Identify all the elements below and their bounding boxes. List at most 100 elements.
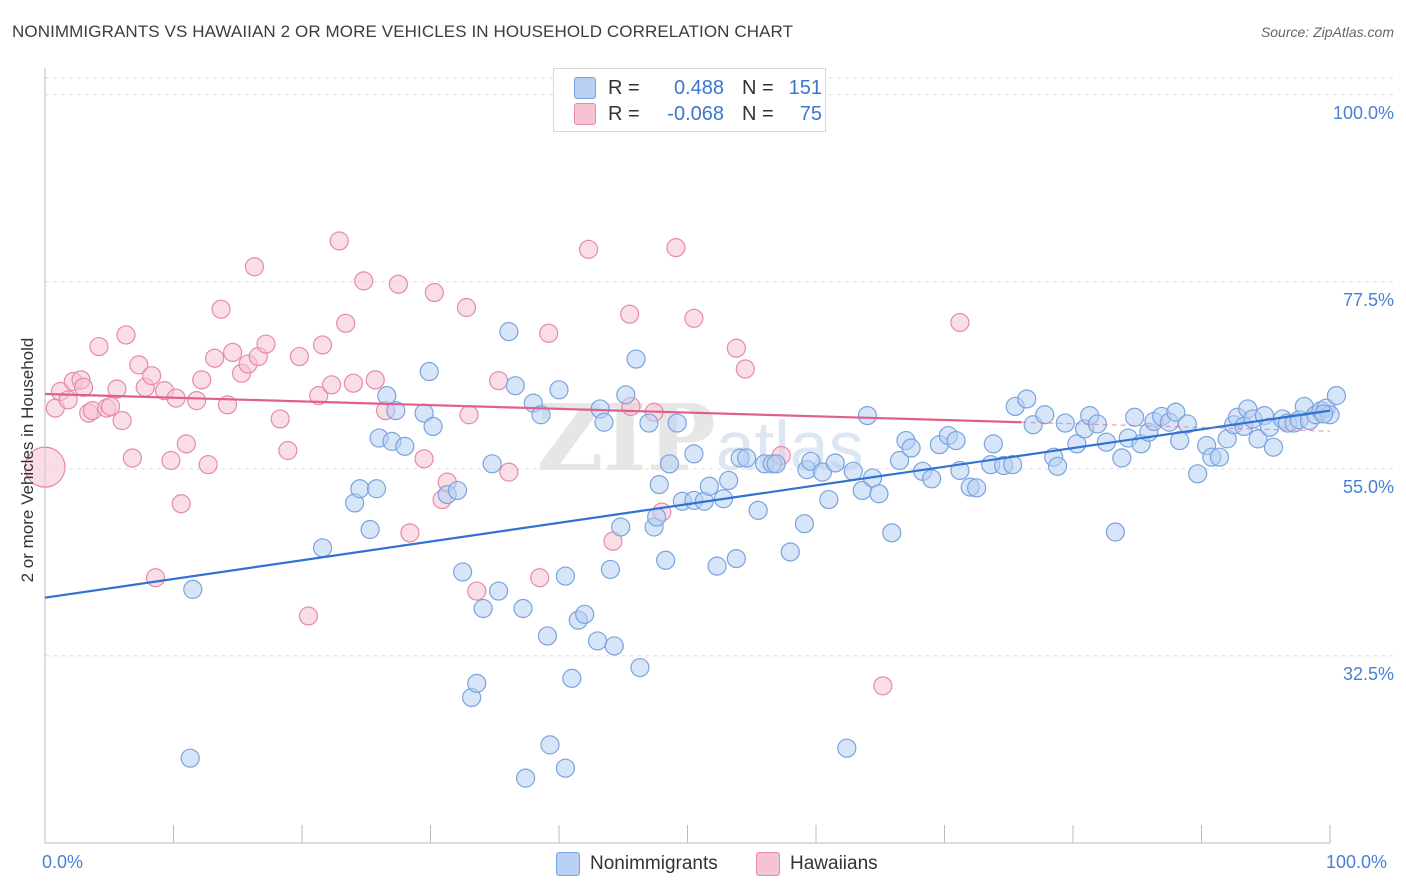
hawaiians-trend-extension xyxy=(1021,421,1331,432)
nonimmigrants-point xyxy=(360,519,380,540)
nonimmigrants-point xyxy=(967,478,987,498)
y-axis-title: 2 or more Vehicles in Household xyxy=(18,337,37,583)
nonimmigrants-point xyxy=(630,657,650,678)
nonimmigrants-point xyxy=(659,454,680,474)
legend-item-hawaiians[interactable]: Hawaiians xyxy=(756,852,878,876)
nonimmigrants-point xyxy=(467,673,487,693)
nonimmigrants-point xyxy=(639,413,659,433)
chart-title: NONIMMIGRANTS VS HAWAIIAN 2 OR MORE VEHI… xyxy=(12,22,794,41)
nonimmigrants-point xyxy=(819,489,839,510)
hawaiians-point xyxy=(726,338,746,358)
nonimmigrants-point xyxy=(1105,522,1126,542)
trend-lines xyxy=(44,392,1331,599)
hawaiians-point xyxy=(343,373,363,393)
nonimmigrants-point xyxy=(843,461,863,481)
nonimmigrants-point xyxy=(1209,447,1230,467)
blue-swatch xyxy=(556,852,580,876)
hawaiians-point xyxy=(321,375,342,395)
hawaiians-point xyxy=(100,396,121,417)
hawaiians-point xyxy=(145,568,166,588)
source-label: Source: ZipAtlas.com xyxy=(1260,24,1394,40)
nonimmigrants-point xyxy=(748,500,768,520)
n-label: N = xyxy=(742,76,774,99)
hawaiians-point xyxy=(873,676,893,696)
hawaiians-point xyxy=(456,297,477,318)
nonimmigrants-point xyxy=(707,556,727,576)
nonimmigrants-point xyxy=(1326,386,1347,406)
n-value: 151 xyxy=(788,76,822,99)
nonimmigrants-point xyxy=(499,322,519,342)
nonimmigrants-point xyxy=(667,413,687,433)
watermark-atlas: atlas xyxy=(716,407,864,485)
pink-swatch xyxy=(574,103,596,125)
hawaiians-point xyxy=(620,304,640,324)
nonimmigrants-point xyxy=(611,517,631,537)
axes xyxy=(44,68,1331,844)
nonimmigrants-point xyxy=(1125,407,1145,427)
hawaiians-point xyxy=(530,568,550,588)
nonimmigrants-point xyxy=(837,738,857,758)
nonimmigrants-point xyxy=(719,470,739,491)
nonimmigrants-point xyxy=(575,604,595,624)
x-tick-label-max: 100.0% xyxy=(1326,852,1388,872)
nonimmigrants-point xyxy=(1166,402,1186,422)
hawaiians-point xyxy=(211,299,231,319)
hawaiians-point xyxy=(329,231,349,251)
hawaiians-point xyxy=(270,409,290,429)
nonimmigrants-point xyxy=(505,376,525,396)
hawaiians-point xyxy=(73,377,94,397)
nonimmigrants-point xyxy=(453,562,473,582)
hawaiians-point xyxy=(312,335,333,355)
nonimmigrants-point xyxy=(549,380,569,400)
hawaiians-point xyxy=(666,238,686,258)
nonimmigrants-point xyxy=(604,636,624,656)
nonimmigrants-point xyxy=(737,448,757,468)
hawaiians-point xyxy=(256,334,276,354)
hawaiians-point xyxy=(187,391,207,411)
r-value: -0.068 xyxy=(667,102,724,125)
hawaiians-point xyxy=(578,239,599,259)
r-label: R = xyxy=(608,102,640,125)
hawaiians-point xyxy=(129,355,149,375)
hawaiians-point xyxy=(400,523,420,543)
blue-swatch xyxy=(574,77,596,99)
hawaiians-point xyxy=(298,606,319,626)
hawaiians-point xyxy=(365,370,385,390)
nonimmigrants-point xyxy=(656,550,676,570)
hawaiians-point xyxy=(107,379,127,399)
nonimmigrants-point xyxy=(1003,455,1023,475)
nonimmigrants-point xyxy=(513,598,533,619)
legend-item-nonimmigrants[interactable]: Nonimmigrants xyxy=(556,852,718,876)
hawaiians-point xyxy=(112,410,132,431)
hawaiians-point xyxy=(950,312,970,333)
hawaiians-point xyxy=(388,274,408,294)
legend-label: Nonimmigrants xyxy=(590,853,718,874)
nonimmigrants-point xyxy=(386,401,406,421)
nonimmigrants-point xyxy=(312,538,333,558)
nonimmigrants-trend-line xyxy=(44,409,1331,599)
nonimmigrants-point xyxy=(482,454,502,474)
nonimmigrants-point xyxy=(419,361,439,382)
hawaiians-point xyxy=(171,494,191,514)
series-legend: Nonimmigrants Hawaiians xyxy=(0,852,1406,876)
nonimmigrants-point xyxy=(766,454,786,474)
r-value: 0.488 xyxy=(673,76,724,99)
watermark: ZIPatlas xyxy=(536,384,863,492)
nonimmigrants-point xyxy=(780,542,800,562)
pink-swatch xyxy=(756,852,780,876)
hawaiians-point xyxy=(122,448,142,468)
nonimmigrants-point xyxy=(600,559,621,580)
hawaiians-point xyxy=(336,313,356,333)
nonimmigrants-point xyxy=(1035,405,1055,425)
hawaiians-point xyxy=(89,336,109,357)
n-label: N = xyxy=(742,102,774,125)
hawaiians-point xyxy=(684,308,704,328)
nonimmigrants-point xyxy=(901,438,921,458)
nonimmigrants-point xyxy=(684,444,704,464)
nonimmigrants-point xyxy=(616,385,636,405)
y-tick-label: 55.0% xyxy=(1342,476,1394,497)
legend-label: Hawaiians xyxy=(790,853,878,874)
hawaiians-point xyxy=(198,455,218,475)
legend-row-hawaiians: R = -0.068 N = 75 xyxy=(574,102,822,126)
nonimmigrants-point xyxy=(1313,404,1334,424)
